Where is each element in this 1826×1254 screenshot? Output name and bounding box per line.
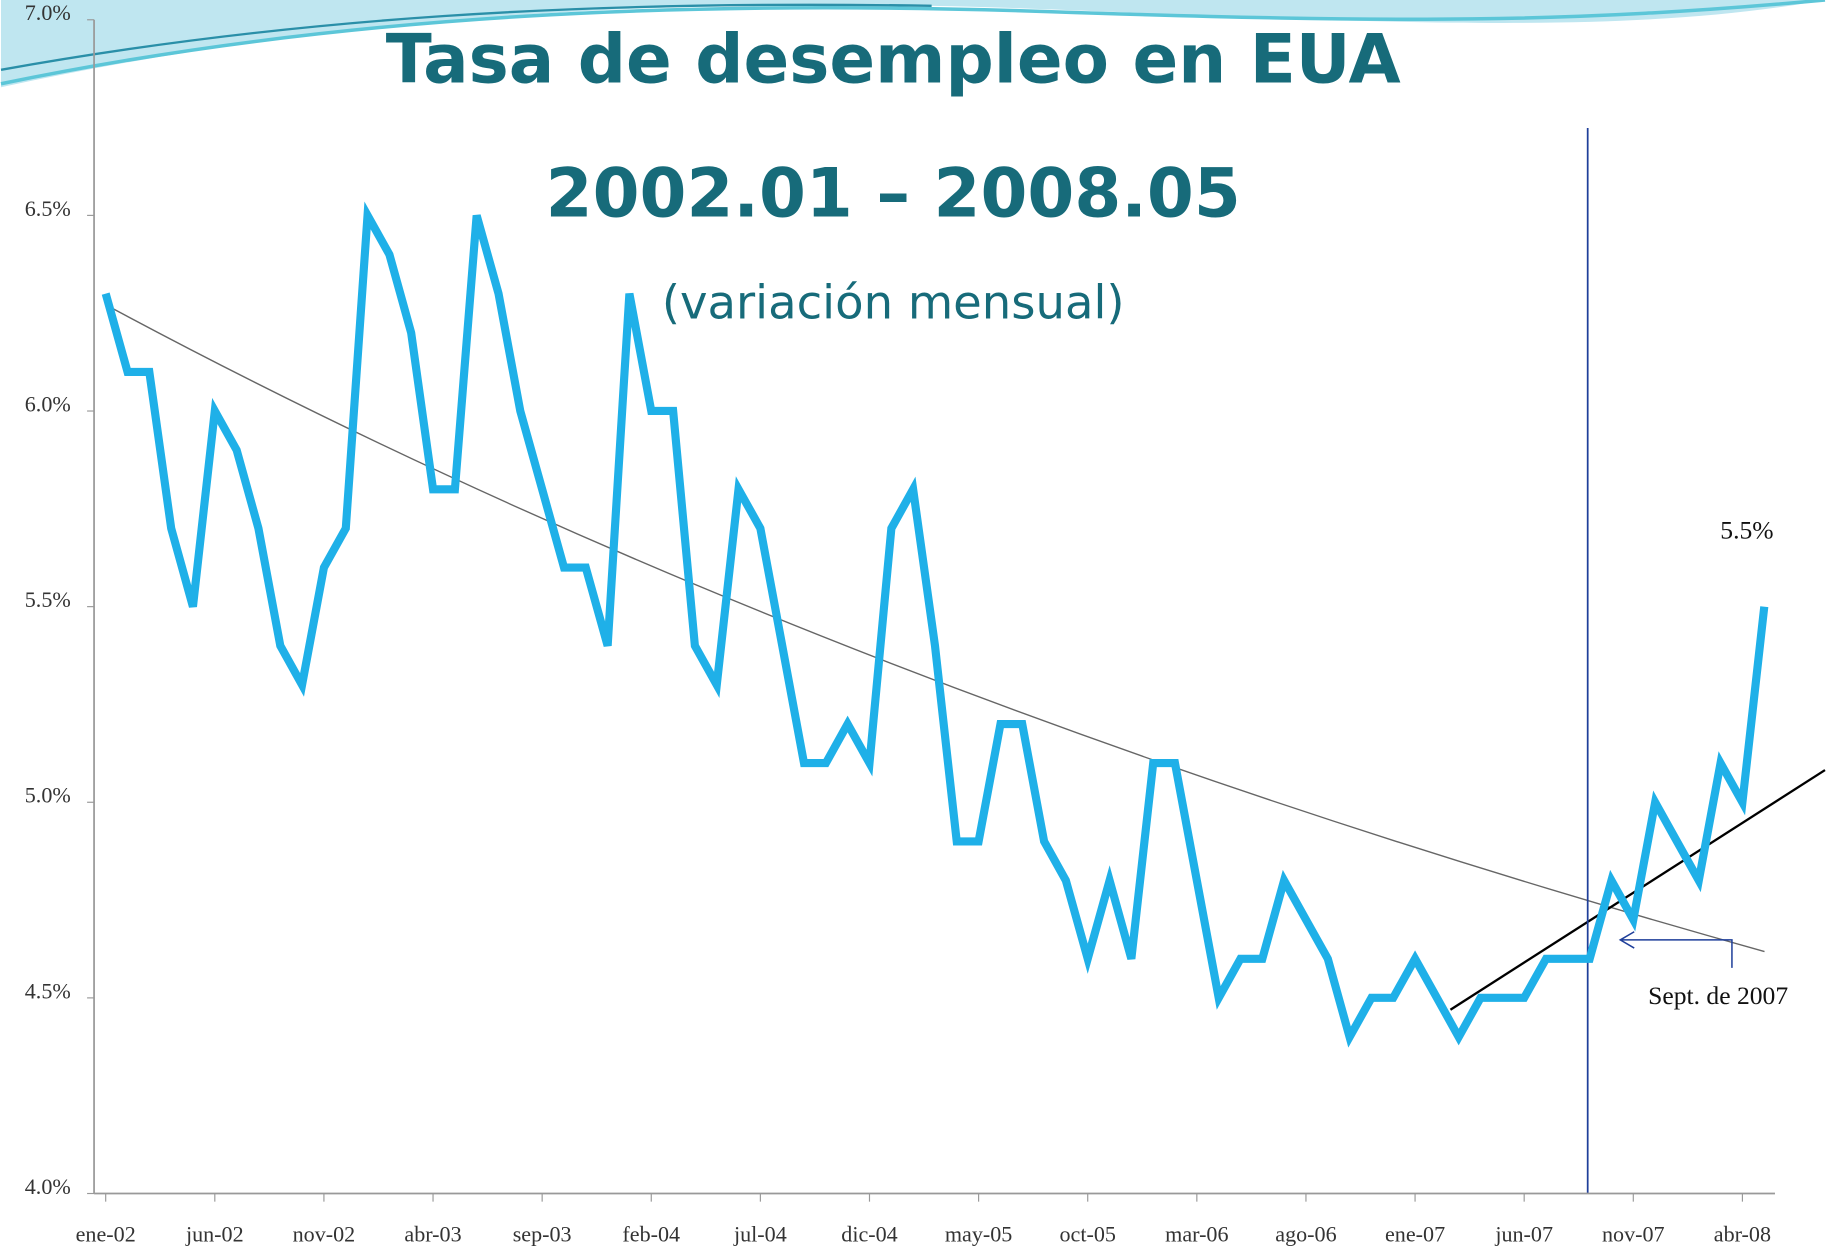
x-tick-label: sep-03 xyxy=(513,1222,572,1247)
y-tick-label: 5.5% xyxy=(25,587,71,612)
y-tick-label: 6.5% xyxy=(25,196,71,221)
header-wave xyxy=(0,0,1826,88)
x-tick-label: ene-02 xyxy=(76,1222,136,1247)
y-tick-label: 4.5% xyxy=(25,978,71,1003)
y-tick-label: 5.0% xyxy=(25,783,71,808)
annotation-arrow xyxy=(1618,931,1733,968)
x-tick-label: jun-02 xyxy=(185,1222,244,1247)
data-line xyxy=(101,201,1769,1048)
x-tick-label: jul-04 xyxy=(733,1222,787,1247)
x-tick-label: may-05 xyxy=(945,1222,1013,1247)
chart-subtitle: 2002.01 – 2008.05 xyxy=(546,153,1241,232)
annotation: 5.5% xyxy=(1720,516,1773,545)
y-tick-label: 6.0% xyxy=(25,391,71,416)
x-tick-label: mar-06 xyxy=(1165,1222,1228,1247)
y-tick-label: 7.0% xyxy=(25,0,71,25)
x-tick-label: ago-06 xyxy=(1275,1222,1336,1247)
x-tick-label: abr-03 xyxy=(404,1222,461,1247)
x-tick-label: oct-05 xyxy=(1059,1222,1115,1247)
x-tick-label: nov-07 xyxy=(1602,1222,1665,1247)
y-tick-label: 4.0% xyxy=(25,1174,71,1199)
trend-curve xyxy=(105,304,1765,953)
x-tick-label: jun-07 xyxy=(1494,1222,1553,1247)
x-tick-label: feb-04 xyxy=(622,1222,680,1247)
x-tick-label: nov-02 xyxy=(293,1222,356,1247)
annotation: Sept. de 2007 xyxy=(1648,981,1788,1010)
chart-title: Tasa de desempleo en EUA xyxy=(386,20,1401,99)
x-tick-label: dic-04 xyxy=(841,1222,897,1247)
x-tick-label: abr-08 xyxy=(1714,1222,1771,1247)
chart-subtitle: (variación mensual) xyxy=(662,275,1125,329)
x-tick-label: ene-07 xyxy=(1385,1222,1445,1247)
